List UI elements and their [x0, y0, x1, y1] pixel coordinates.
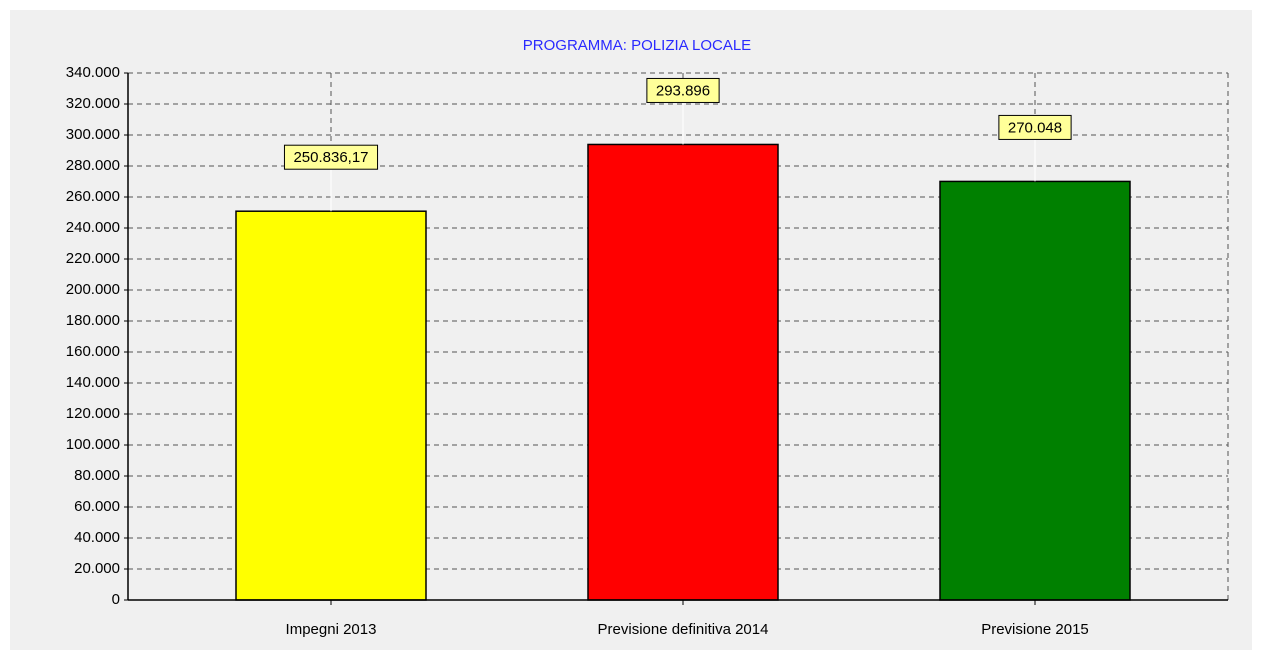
y-tick-label: 40.000 [74, 529, 120, 546]
y-tick-label: 340.000 [66, 64, 120, 81]
value-label-box [998, 114, 1072, 140]
y-tick-label: 200.000 [66, 281, 120, 298]
y-tick-label: 280.000 [66, 157, 120, 174]
value-label: 270.048 [1008, 119, 1062, 136]
bar [235, 210, 427, 601]
y-tick-label: 20.000 [74, 560, 120, 577]
x-tick-label: Impegni 2013 [286, 621, 377, 638]
y-tick-label: 60.000 [74, 498, 120, 515]
y-tick-label: 240.000 [66, 219, 120, 236]
chart-title: PROGRAMMA: POLIZIA LOCALE [523, 37, 751, 54]
y-tick-label: 120.000 [66, 405, 120, 422]
value-label: 293.896 [656, 82, 710, 99]
y-tick-label: 100.000 [66, 436, 120, 453]
value-label-box [283, 144, 379, 170]
y-tick-label: 180.000 [66, 312, 120, 329]
x-tick-label: Previsione definitiva 2014 [598, 621, 769, 638]
y-tick-label: 80.000 [74, 467, 120, 484]
bar [587, 143, 779, 601]
bar [939, 180, 1131, 601]
y-tick-label: 0 [112, 591, 120, 608]
y-tick-label: 260.000 [66, 188, 120, 205]
value-label-box [646, 77, 720, 103]
value-label: 250.836,17 [293, 149, 368, 166]
y-tick-label: 220.000 [66, 250, 120, 267]
y-tick-label: 320.000 [66, 95, 120, 112]
y-tick-label: 300.000 [66, 126, 120, 143]
y-tick-label: 160.000 [66, 343, 120, 360]
x-tick-label: Previsione 2015 [981, 621, 1089, 638]
y-tick-label: 140.000 [66, 374, 120, 391]
